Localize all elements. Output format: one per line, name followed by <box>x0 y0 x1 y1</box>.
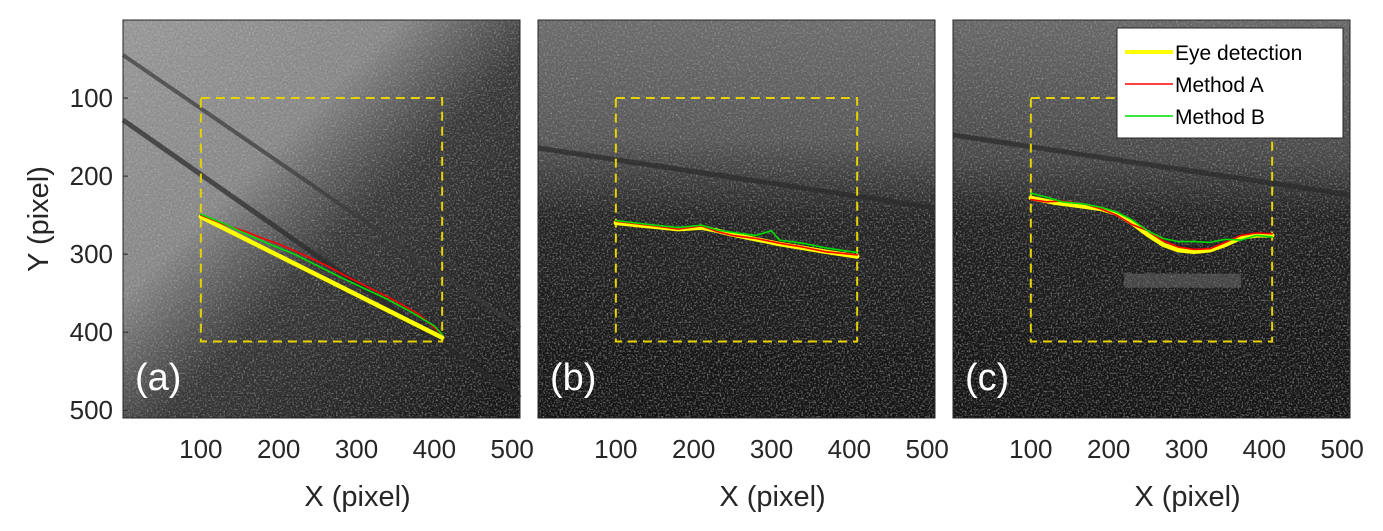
panel-2-frame <box>537 19 936 419</box>
panel-1-frame <box>122 19 521 419</box>
panel-label: (c) <box>965 357 1009 399</box>
y-tick-label: 300 <box>70 239 113 269</box>
x-tick-label: 500 <box>906 434 949 464</box>
x-tick-label: 300 <box>335 434 378 464</box>
method-a-line <box>614 220 859 256</box>
x-tick-label: 100 <box>1009 434 1052 464</box>
x-tick-label: 300 <box>750 434 793 464</box>
tissue-streak <box>121 117 522 401</box>
x-axis-label: X (pixel) <box>719 481 825 513</box>
x-tick-label: 200 <box>257 434 300 464</box>
legend-entry: Method A <box>1175 74 1264 97</box>
x-tick-label: 100 <box>179 434 222 464</box>
tissue-streak <box>952 132 1351 198</box>
y-tick-label: 200 <box>70 161 113 191</box>
legend: Eye detection Method A Method B <box>1116 27 1344 139</box>
y-tick-label: 400 <box>70 317 113 347</box>
method-b-line <box>1030 192 1273 244</box>
x-tick-label: 200 <box>672 434 715 464</box>
x-tick-label: 300 <box>1165 434 1208 464</box>
x-tick-label: 500 <box>491 434 534 464</box>
legend-entry: Method B <box>1175 106 1265 129</box>
panel-label: (b) <box>550 357 596 399</box>
x-tick-label: 500 <box>1321 434 1364 464</box>
x-tick-label: 400 <box>413 434 456 464</box>
x-axis-label: X (pixel) <box>304 481 410 513</box>
method-b-line <box>614 219 859 254</box>
panel-2-image <box>538 20 935 418</box>
roi-box <box>614 97 859 343</box>
panel-3-frame <box>952 19 1351 419</box>
y-tick-label: 500 <box>70 395 113 425</box>
method-b-line <box>200 213 444 336</box>
y-axis-label: Y (pixel) <box>23 166 55 272</box>
x-axis-label: X (pixel) <box>1134 481 1240 513</box>
panel-1: (a) 100 200 300 400 500 100 200 300 400 500 X (pixe… <box>23 19 534 513</box>
x-tick-label: 200 <box>1087 434 1130 464</box>
method-a-line <box>200 214 444 336</box>
tissue-streak <box>537 145 936 211</box>
panel-label: (a) <box>135 357 181 399</box>
x-tick-label: 400 <box>828 434 871 464</box>
y-tick-label: 100 <box>70 83 113 113</box>
tissue-streak <box>121 53 522 330</box>
x-tick-label: 400 <box>1243 434 1286 464</box>
roi-box <box>199 97 444 343</box>
eye-detection-line <box>198 214 445 340</box>
panel-2: (b) 100 200 300 400 500 X (pixel) <box>537 19 949 513</box>
x-tick-label: 100 <box>594 434 637 464</box>
legend-box <box>1116 27 1344 139</box>
artifact-band <box>1124 273 1242 288</box>
legend-entry: Eye detection <box>1175 42 1302 65</box>
